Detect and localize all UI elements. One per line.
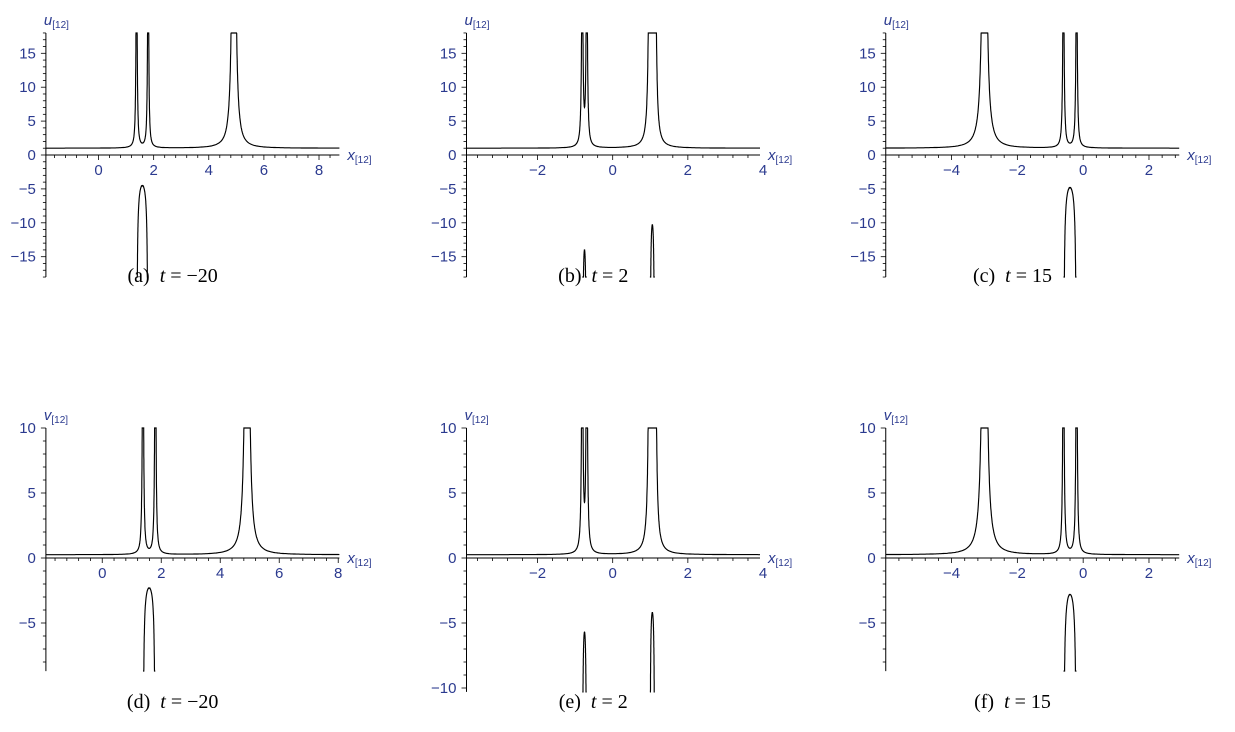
svg-text:10: 10: [440, 420, 457, 437]
svg-text:0: 0: [28, 550, 36, 567]
svg-text:−10: −10: [431, 215, 456, 232]
svg-text:10: 10: [440, 79, 457, 96]
svg-text:10: 10: [859, 79, 876, 96]
svg-text:2: 2: [684, 162, 692, 179]
svg-text:5: 5: [448, 113, 456, 130]
svg-text:−15: −15: [850, 249, 875, 266]
svg-text:0: 0: [867, 550, 875, 567]
svg-text:0: 0: [609, 565, 617, 582]
svg-text:0: 0: [98, 565, 106, 582]
svg-text:−4: −4: [943, 162, 960, 179]
svg-text:5: 5: [28, 113, 36, 130]
svg-text:−5: −5: [439, 615, 456, 632]
svg-text:15: 15: [19, 45, 36, 62]
svg-text:0: 0: [867, 147, 875, 164]
svg-text:4: 4: [759, 162, 767, 179]
svg-text:−5: −5: [439, 181, 456, 198]
svg-text:6: 6: [260, 162, 268, 179]
svg-text:(e) t = 2: (e) t = 2: [559, 691, 628, 713]
svg-text:4: 4: [759, 565, 767, 582]
svg-text:0: 0: [94, 162, 102, 179]
svg-text:2: 2: [1145, 565, 1153, 582]
svg-text:2: 2: [157, 565, 165, 582]
svg-text:2: 2: [684, 565, 692, 582]
svg-text:−2: −2: [529, 162, 546, 179]
svg-text:(c) t = 15: (c) t = 15: [973, 265, 1052, 287]
svg-text:4: 4: [205, 162, 213, 179]
svg-text:10: 10: [19, 79, 36, 96]
svg-text:(d) t = −20: (d) t = −20: [127, 691, 218, 713]
svg-text:0: 0: [448, 147, 456, 164]
svg-text:2: 2: [1145, 162, 1153, 179]
svg-text:−2: −2: [529, 565, 546, 582]
svg-text:−2: −2: [1009, 162, 1026, 179]
svg-text:15: 15: [440, 45, 457, 62]
svg-text:8: 8: [315, 162, 323, 179]
svg-text:−15: −15: [431, 249, 456, 266]
svg-text:4: 4: [216, 565, 224, 582]
svg-text:0: 0: [609, 162, 617, 179]
svg-text:(f) t = 15: (f) t = 15: [974, 691, 1051, 713]
svg-text:0: 0: [1079, 565, 1087, 582]
svg-text:−5: −5: [859, 615, 876, 632]
svg-text:−5: −5: [19, 615, 36, 632]
svg-text:−4: −4: [943, 565, 960, 582]
svg-text:(a) t = −20: (a) t = −20: [127, 265, 217, 287]
svg-text:8: 8: [334, 565, 342, 582]
svg-text:10: 10: [19, 420, 36, 437]
svg-text:15: 15: [859, 45, 876, 62]
svg-text:0: 0: [28, 147, 36, 164]
svg-text:−2: −2: [1009, 565, 1026, 582]
svg-text:5: 5: [867, 485, 875, 502]
svg-text:5: 5: [28, 485, 36, 502]
svg-text:10: 10: [859, 420, 876, 437]
svg-text:0: 0: [1079, 162, 1087, 179]
svg-text:6: 6: [275, 565, 283, 582]
svg-text:−5: −5: [859, 181, 876, 198]
svg-text:−10: −10: [431, 680, 456, 697]
svg-text:5: 5: [867, 113, 875, 130]
svg-text:−10: −10: [850, 215, 875, 232]
svg-text:−15: −15: [10, 249, 35, 266]
svg-text:5: 5: [448, 485, 456, 502]
svg-text:−5: −5: [19, 181, 36, 198]
svg-text:0: 0: [448, 550, 456, 567]
svg-text:2: 2: [149, 162, 157, 179]
svg-text:−10: −10: [10, 215, 35, 232]
svg-text:(b) t = 2: (b) t = 2: [558, 265, 628, 287]
